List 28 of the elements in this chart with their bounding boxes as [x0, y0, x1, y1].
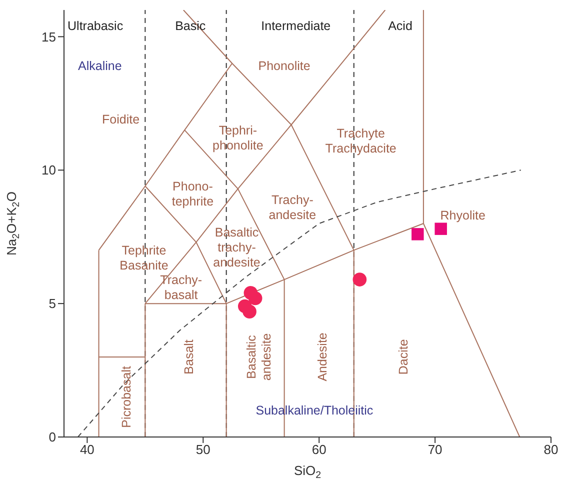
x-tick-label: 70	[428, 442, 442, 458]
y-tick-label: 15	[42, 29, 56, 44]
y-tick-label: 5	[48, 296, 56, 312]
annotation: Trachy- andesite	[268, 192, 316, 222]
annotation: Tephri- phonolite	[212, 124, 264, 153]
x-tick-label: 50	[196, 442, 210, 458]
x-tick-label: 40	[80, 442, 94, 458]
annotation: Trachyte Trachydacite	[325, 126, 396, 156]
annotation: Phonolite	[258, 59, 310, 74]
annotation: Basaltic andesite	[244, 333, 274, 381]
annotation: Foidite	[102, 112, 140, 126]
annotation: Ultrabasic	[68, 19, 124, 34]
annotation: Rhyolite	[440, 208, 486, 222]
annotation: Phono- tephrite	[172, 180, 214, 209]
annotation: Basalt	[182, 339, 196, 374]
annotation: Dacite	[396, 339, 411, 375]
x-tick-label: 60	[312, 442, 326, 458]
x-tick-label: 80	[544, 442, 558, 458]
y-tick-label: 10	[42, 162, 56, 178]
annotation: Picrobasalt	[120, 366, 134, 428]
x-axis-title: SiO$_{2}$	[294, 463, 322, 481]
annotation: Alkaline	[78, 59, 122, 74]
annotation: Intermediate	[261, 19, 331, 34]
annotation: Acid	[388, 19, 412, 34]
annotation: Tephrite Basanite	[120, 244, 168, 273]
annotation: Andesite	[316, 332, 330, 382]
annotation: Basaltic trachy- andesite	[213, 226, 260, 270]
y-tick-label: 0	[48, 430, 56, 445]
